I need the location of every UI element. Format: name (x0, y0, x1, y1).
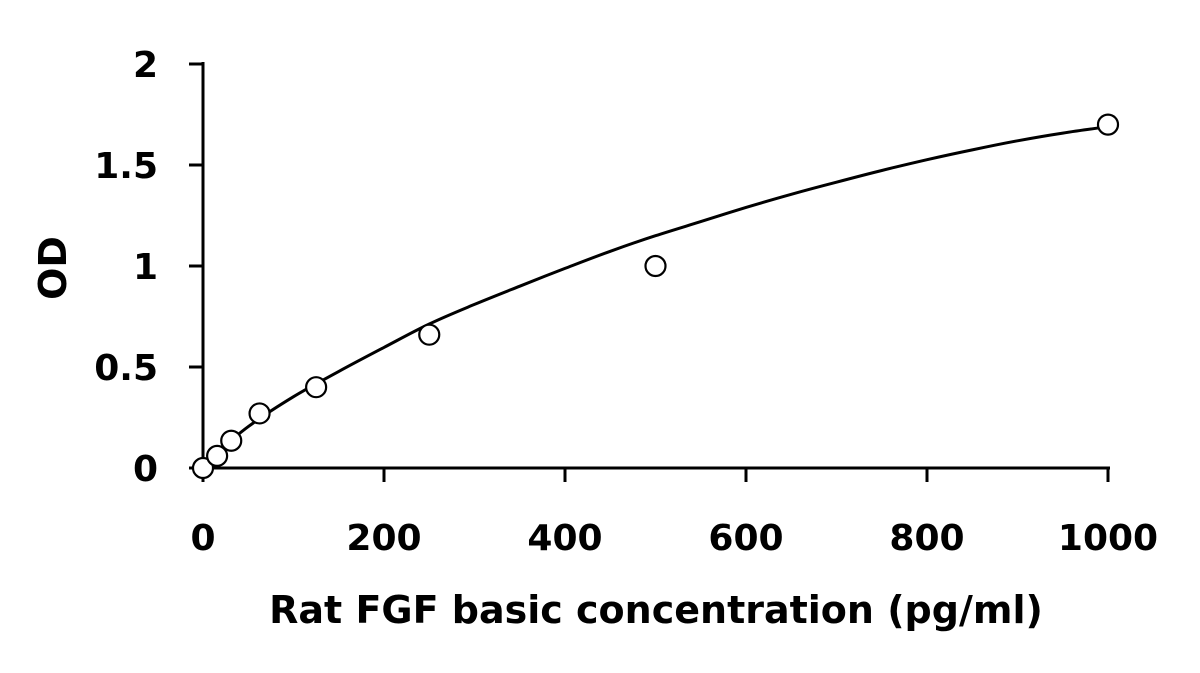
x-axis-title: Rat FGF basic concentration (pg/ml) (269, 588, 1043, 632)
y-tick-label: 2 (133, 45, 158, 86)
data-point (644, 254, 667, 278)
data-point (191, 456, 215, 480)
y-tick-label: 1 (133, 247, 158, 288)
data-point (305, 376, 328, 399)
fit-curve (202, 125, 1109, 466)
x-tick-label: 400 (527, 518, 602, 559)
x-axis-ticks: 0 200 400 600 800 1000 (190, 468, 1158, 559)
data-points (191, 113, 1120, 480)
y-tick-label: 0.5 (94, 348, 158, 389)
x-tick-label: 800 (889, 518, 964, 559)
y-axis-ticks: 0 0.5 1 1.5 2 (94, 45, 203, 490)
data-point (418, 323, 441, 346)
x-tick-label: 600 (708, 518, 783, 559)
data-point (248, 402, 271, 425)
x-tick-label: 1000 (1058, 518, 1158, 559)
data-point (1096, 113, 1120, 136)
data-point (206, 444, 229, 467)
y-tick-label: 0 (133, 449, 158, 490)
data-point (220, 429, 243, 452)
x-tick-label: 200 (346, 518, 421, 559)
x-tick-label: 0 (190, 518, 215, 559)
y-tick-label: 1.5 (94, 146, 158, 187)
y-axis-title: OD (31, 236, 75, 300)
